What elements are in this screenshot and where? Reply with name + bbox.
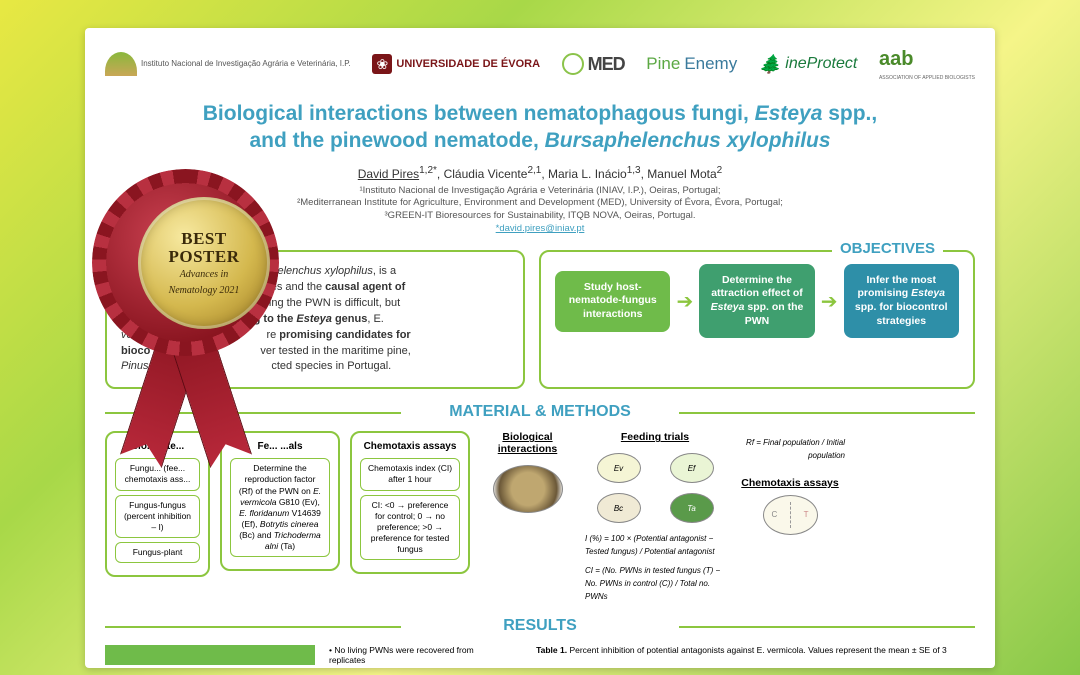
feed-title: Feeding trials — [585, 431, 725, 443]
diagrams: Biological interactions Feeding trials E… — [480, 431, 975, 603]
o3b: spp. for biocontrol strategies — [855, 301, 948, 327]
logo-med: MED — [562, 53, 625, 75]
intro-f2: , is a — [373, 265, 396, 277]
mc1-s3: Fungus-plant — [115, 542, 200, 563]
rf-formula: Rf = Final population / Initial populati… — [735, 437, 845, 463]
mc2-end: (Ta) — [278, 541, 295, 551]
o2b: spp. on the PWN — [744, 301, 803, 327]
dish-ef: Ef — [670, 453, 714, 483]
i-formula: I (%) = 100 × (Potential antagonist − Te… — [585, 533, 725, 559]
mc2-m3: (Bc) and — [239, 530, 274, 540]
intro-f4: causal agent of — [325, 281, 405, 293]
o3em: Esteya — [911, 287, 945, 299]
objective-3: Infer the most promising Esteya spp. for… — [844, 264, 959, 339]
objective-2: Determine the attraction effect of Estey… — [699, 264, 814, 339]
medal-icon: BEST POSTER Advances in Nematology 2021 — [138, 197, 270, 329]
badge-sub1: Advances in — [180, 269, 229, 281]
feeding-grid: Ev Ef Bc Ta — [585, 449, 725, 527]
tree-icon: 🌲 — [759, 54, 781, 75]
chemo-t: T — [804, 510, 809, 519]
objectives-row: Study host-nematode-fungus interactions … — [555, 264, 959, 339]
logo-pine-protect: 🌲ineProtect — [759, 54, 857, 75]
badge-sub2: Nematology 2021 — [169, 285, 240, 297]
title-2em: Bursaphelenchus xylophilus — [545, 129, 831, 152]
mc2-m1: G810 (Ev), — [276, 497, 319, 507]
best-poster-badge: BEST POSTER Advances in Nematology 2021 — [80, 175, 290, 475]
badge-line2: POSTER — [168, 248, 239, 266]
title-1a: Biological interactions between nematoph… — [203, 102, 755, 125]
objective-1: Study host-nematode-fungus interactions — [555, 271, 670, 332]
aab-text: aab — [879, 48, 913, 71]
mc2-e3: Botrytis cinerea — [260, 519, 319, 529]
evora-text: UNIVERSIDADE DE ÉVORA — [396, 58, 540, 70]
mc3-s2: CI: <0 → preference for control; 0 → no … — [360, 495, 460, 560]
pine-enemy-2: Enemy — [684, 54, 737, 74]
arrow-icon: ➔ — [676, 289, 693, 314]
mc3-s1: Chemotaxis index (CI) after 1 hour — [360, 458, 460, 490]
dish-ev: Ev — [597, 453, 641, 483]
petri-dish-icon — [493, 465, 563, 513]
title-2a: and the pinewood nematode, — [249, 129, 544, 152]
logo-row: Instituto Nacional de Investigação Agrár… — [105, 40, 975, 88]
logo-pine-enemy: PineEnemy — [646, 54, 737, 74]
ci-formula: CI = (No. PWNs in tested fungus (T) − No… — [585, 565, 725, 603]
o2em: Esteya — [711, 301, 745, 313]
iniav-text: Instituto Nacional de Investigação Agrár… — [141, 60, 351, 69]
dish-bc: Bc — [597, 493, 641, 523]
badge-line1: BEST — [181, 230, 226, 248]
intro-f11: promising candidates for — [279, 329, 410, 341]
tab1-pre: Table 1. — [536, 645, 569, 655]
arrow-icon: ➔ — [821, 289, 838, 314]
results-left — [105, 645, 315, 665]
intro-f8: genus — [332, 313, 367, 325]
rosette-icon: BEST POSTER Advances in Nematology 2021 — [98, 175, 273, 350]
bio-title: Biological interactions — [480, 431, 575, 455]
pine-protect-text: ineProtect — [785, 55, 857, 73]
med-text: MED — [588, 54, 625, 75]
title-1em: Esteya — [755, 102, 823, 125]
intro-f9: , E. — [367, 313, 384, 325]
diagram-feeding: Feeding trials Ev Ef Bc Ta I (%) = 100 ×… — [585, 431, 725, 603]
chemo-dish-icon: C T — [763, 495, 818, 535]
results-right: • No living PWNs were recovered from Tab… — [329, 645, 975, 665]
chemo-c: C — [772, 510, 778, 519]
title-1b: spp., — [822, 102, 877, 125]
method-col-3: Chemotaxis assays Chemotaxis index (CI) … — [350, 431, 470, 573]
evora-icon: ❀ — [372, 54, 392, 74]
chemo-title: Chemotaxis assays — [735, 477, 845, 489]
diagram-chemo: Rf = Final population / Initial populati… — [735, 431, 845, 539]
mc3-head: Chemotaxis assays — [360, 441, 460, 452]
objectives-panel: OBJECTIVES Study host-nematode-fungus in… — [539, 250, 975, 390]
dish-ta: Ta — [670, 493, 714, 523]
mc2-e2: E. floridanum — [239, 508, 289, 518]
results-header: RESULTS — [105, 617, 975, 635]
intro-f7: Esteya — [296, 313, 331, 325]
mc1-s2: Fungus-fungus (percent inhibition – I) — [115, 495, 200, 538]
poster-title: Biological interactions between nematoph… — [105, 100, 975, 155]
aab-sub: ASSOCIATION OF APPLIED BIOLOGISTS — [879, 75, 975, 81]
logo-evora: ❀ UNIVERSIDADE DE ÉVORA — [372, 54, 540, 74]
pine-enemy-1: Pine — [646, 54, 680, 74]
results-bullet: • No living PWNs were recovered from — [329, 645, 474, 655]
author-lead: David Pires — [358, 167, 419, 181]
iniav-icon — [105, 52, 137, 76]
results-row: • No living PWNs were recovered from Tab… — [105, 645, 975, 665]
diagram-bio: Biological interactions — [480, 431, 575, 519]
logo-iniav: Instituto Nacional de Investigação Agrár… — [105, 52, 351, 76]
objectives-header: OBJECTIVES — [832, 240, 943, 257]
logo-aab: aab ASSOCIATION OF APPLIED BIOLOGISTS — [879, 48, 975, 81]
o2a: Determine the attraction effect of — [711, 274, 803, 300]
med-icon — [562, 53, 584, 75]
